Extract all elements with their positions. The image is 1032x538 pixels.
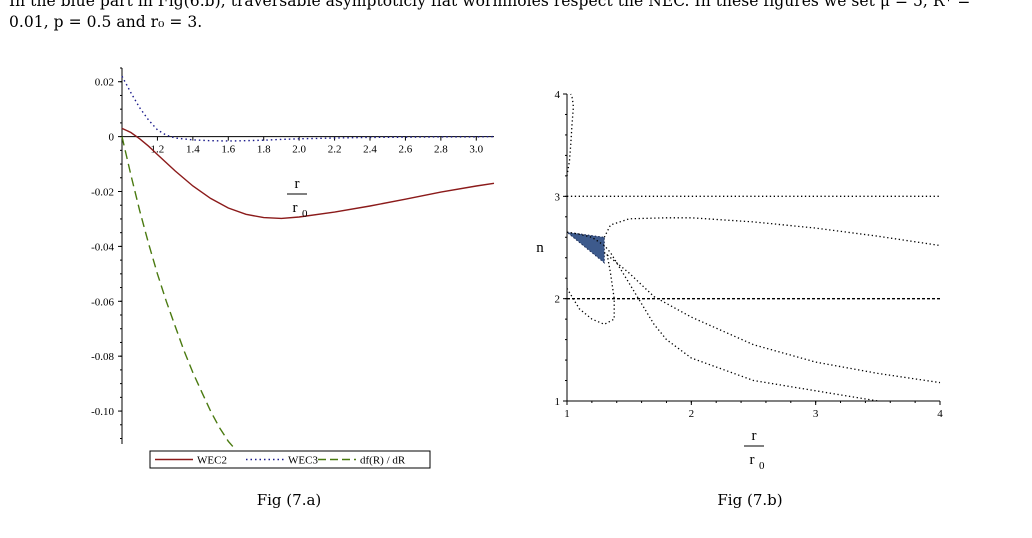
x-tick-label: 2.2 [328,144,342,156]
xlabel-numerator: r [752,428,757,444]
x-tick-label: 2.0 [292,144,306,156]
figure-7a: 0.02 0 -0.02 -0.04 -0.06 -0.08 -0.10 1.2 1.4 1.6 1… [91,67,495,509]
curve-dotted [566,93,574,177]
xlabel-denominator-subscript: 0 [759,460,765,472]
body-paragraph: In the blue part in Fig(6.b), traversabl… [9,0,1025,33]
y-tick-label: -0.06 [91,296,114,308]
curve-dotted [603,252,941,384]
xlabel-denominator-subscript: 0 [302,208,308,220]
x-axis-label: rr 0 [744,428,765,472]
y-tick-label: -0.02 [91,187,114,199]
y-tick-label: 0 [109,132,115,144]
x-tick-label: 1 [564,408,570,420]
y-tick-label: 0.02 [95,77,114,89]
y-tick-label: 3 [555,191,561,203]
x-tick-label: 3 [813,408,819,420]
y-tick-label: -0.04 [91,241,114,253]
x-axis-label: rr 0 [287,176,308,220]
y-tick-label: 1 [555,396,561,408]
xlabel-numerator: r [295,176,300,192]
x-tick-label: 1.4 [186,144,200,156]
figure-caption: Fig (7.b) [717,491,782,509]
legend-label: WEC2 [197,455,227,467]
x-tick-label: 3.0 [469,144,483,156]
paragraph-line-1: In the blue part in Fig(6.b), traversabl… [9,0,971,10]
x-tick-label: 2.4 [363,144,377,156]
x-tick-label: 1.8 [257,144,271,156]
legend-box [149,450,431,469]
y-tick-label: 4 [555,89,561,101]
x-tick-label: 2 [689,408,695,420]
y-tick-label: 2 [555,294,561,306]
paragraph-line-2: 0.01, p = 0.5 and r₀ = 3. [9,13,203,31]
legend: WEC2 WEC3 df(R) / dR [149,450,431,469]
x-tick-label: 1.2 [151,144,165,156]
figure-caption: Fig (7.a) [257,491,322,509]
y-tick-label: -0.08 [91,351,114,363]
nec-region-fill [565,231,605,264]
y-axis-label: n [536,240,544,256]
series-line-solid [121,127,495,220]
x-tick-label: 2.8 [434,144,448,156]
x-tick-label: 1.6 [221,144,235,156]
xlabel-denominator: r [293,200,298,216]
x-tick-label: 4 [937,408,943,420]
legend-label: WEC3 [288,455,318,467]
curve-dotted [603,217,941,247]
xlabel-denominator: r [750,452,755,468]
legend-label: df(R) / dR [360,455,406,467]
x-tick-label: 2.6 [399,144,413,156]
y-tick-label: -0.10 [91,406,114,418]
curve-dotted [566,252,615,326]
